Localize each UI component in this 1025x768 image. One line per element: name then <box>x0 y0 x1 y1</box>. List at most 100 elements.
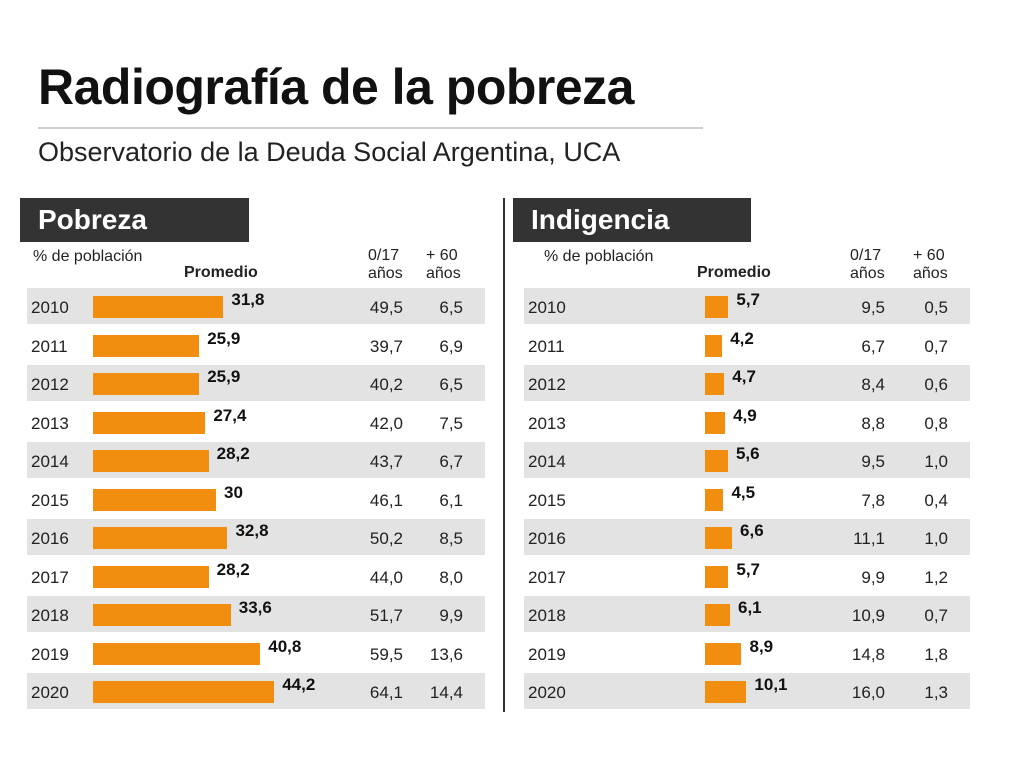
year-label: 2016 <box>31 529 69 548</box>
bar-value-label: 25,9 <box>207 367 241 386</box>
table-row: 2017 5,7 9,9 1,2 <box>524 558 970 594</box>
year-label: 2010 <box>528 298 566 317</box>
series-label: Promedio <box>697 264 771 281</box>
bar <box>93 334 200 357</box>
value-0-17: 40,2 <box>369 375 403 394</box>
value-0-17: 8,8 <box>861 413 885 433</box>
value-0-17: 64,1 <box>369 683 403 702</box>
table-row: 2020 44,2 64,1 14,4 <box>27 673 485 709</box>
year-label: 2011 <box>528 336 565 356</box>
bar-value-label: 8,9 <box>749 636 774 656</box>
table-row: 2011 4,2 6,7 0,7 <box>524 327 970 363</box>
panel-title: Pobreza <box>20 198 249 242</box>
value-60: 0,8 <box>924 413 948 433</box>
value-60: 0,4 <box>924 490 948 510</box>
bar <box>93 488 216 511</box>
bar <box>93 565 209 588</box>
bar-value-label: 25,9 <box>207 328 241 348</box>
value-60: 7,5 <box>439 413 463 433</box>
page-title: Radiografía de la pobreza <box>38 59 634 115</box>
table-row: 2018 33,6 51,7 9,9 <box>27 596 485 632</box>
year-label: 2017 <box>528 567 566 587</box>
bar <box>705 604 730 626</box>
column-header-60: + 60 años <box>913 247 948 282</box>
bar-value-label: 4,2 <box>730 328 754 348</box>
table-row: 2011 25,9 39,7 6,9 <box>27 327 485 363</box>
year-label: 2012 <box>528 375 566 394</box>
page-subtitle: Observatorio de la Deuda Social Argentin… <box>38 137 621 167</box>
value-60: 9,9 <box>439 606 463 625</box>
year-label: 2010 <box>31 298 69 317</box>
value-0-17: 6,7 <box>861 336 885 356</box>
table-row: 2010 31,8 49,5 6,5 <box>27 288 485 324</box>
year-label: 2020 <box>528 683 566 702</box>
value-0-17: 7,8 <box>861 490 885 510</box>
value-0-17: 49,5 <box>369 298 403 317</box>
value-60: 0,7 <box>924 606 948 625</box>
bar-value-label: 40,8 <box>268 636 302 656</box>
value-0-17: 11,1 <box>853 529 885 548</box>
year-label: 2017 <box>31 567 69 587</box>
value-0-17: 42,0 <box>369 413 403 433</box>
bar-value-label: 6,6 <box>740 521 764 540</box>
bar-value-label: 5,7 <box>736 559 760 579</box>
table-row: 2019 40,8 59,5 13,6 <box>27 635 485 671</box>
bar-value-label: 4,7 <box>732 367 756 386</box>
year-label: 2012 <box>31 375 69 394</box>
year-label: 2015 <box>528 490 566 510</box>
bar-value-label: 5,7 <box>736 290 760 309</box>
value-0-17: 8,4 <box>861 375 885 394</box>
value-60: 0,6 <box>924 375 948 394</box>
ylabel: % de población <box>33 248 143 265</box>
table-row: 2016 32,8 50,2 8,5 <box>27 519 485 555</box>
bar <box>705 450 728 472</box>
bar-value-label: 31,8 <box>231 290 265 309</box>
bar <box>705 527 733 549</box>
value-0-17: 9,9 <box>861 567 885 587</box>
table-row: 2010 5,7 9,5 0,5 <box>524 288 970 324</box>
column-header-60: + 60 años <box>426 247 461 282</box>
bar-value-label: 4,5 <box>731 482 756 502</box>
bar <box>705 373 725 395</box>
bar-value-label: 28,2 <box>216 559 250 579</box>
year-label: 2018 <box>31 606 69 625</box>
bar <box>93 681 275 703</box>
year-label: 2019 <box>31 644 69 664</box>
column-header-0-17: 0/17 años <box>368 247 403 282</box>
bar <box>705 488 724 511</box>
value-0-17: 51,7 <box>369 606 403 625</box>
value-60: 8,0 <box>439 567 463 587</box>
value-60: 0,7 <box>924 336 948 356</box>
bar-value-label: 4,9 <box>733 405 757 425</box>
table-row: 2014 5,6 9,5 1,0 <box>524 442 970 478</box>
bar-value-label: 5,6 <box>735 444 760 463</box>
value-60: 1,2 <box>924 567 948 587</box>
value-60: 1,3 <box>924 683 948 702</box>
value-60: 6,7 <box>439 452 463 471</box>
value-0-17: 9,5 <box>861 298 885 317</box>
table-row: 2019 8,9 14,8 1,8 <box>524 635 970 671</box>
table-row: 2016 6,6 11,1 1,0 <box>524 519 970 555</box>
bar <box>93 296 224 318</box>
year-label: 2019 <box>528 644 566 664</box>
year-label: 2013 <box>528 413 566 433</box>
value-0-17: 9,5 <box>861 452 885 471</box>
table-row: 2012 4,7 8,4 0,6 <box>524 365 970 401</box>
value-60: 6,5 <box>439 375 463 394</box>
bar-value-label: 33,6 <box>238 598 272 617</box>
bar-value-label: 30 <box>224 482 243 502</box>
bar <box>93 450 209 472</box>
value-60: 1,0 <box>924 452 948 471</box>
table-row: 2015 4,5 7,8 0,4 <box>524 481 970 517</box>
bar <box>705 565 729 588</box>
value-60: 14,4 <box>429 683 463 702</box>
table-row: 2020 10,1 16,0 1,3 <box>524 673 970 709</box>
bar-value-label: 27,4 <box>213 405 247 425</box>
value-0-17: 46,1 <box>369 490 403 510</box>
bar-value-label: 32,8 <box>235 521 269 540</box>
value-0-17: 39,7 <box>369 336 403 356</box>
value-60: 6,9 <box>439 336 463 356</box>
ylabel: % de población <box>544 248 654 265</box>
table-row: 2017 28,2 44,0 8,0 <box>27 558 485 594</box>
value-60: 6,1 <box>439 490 463 510</box>
